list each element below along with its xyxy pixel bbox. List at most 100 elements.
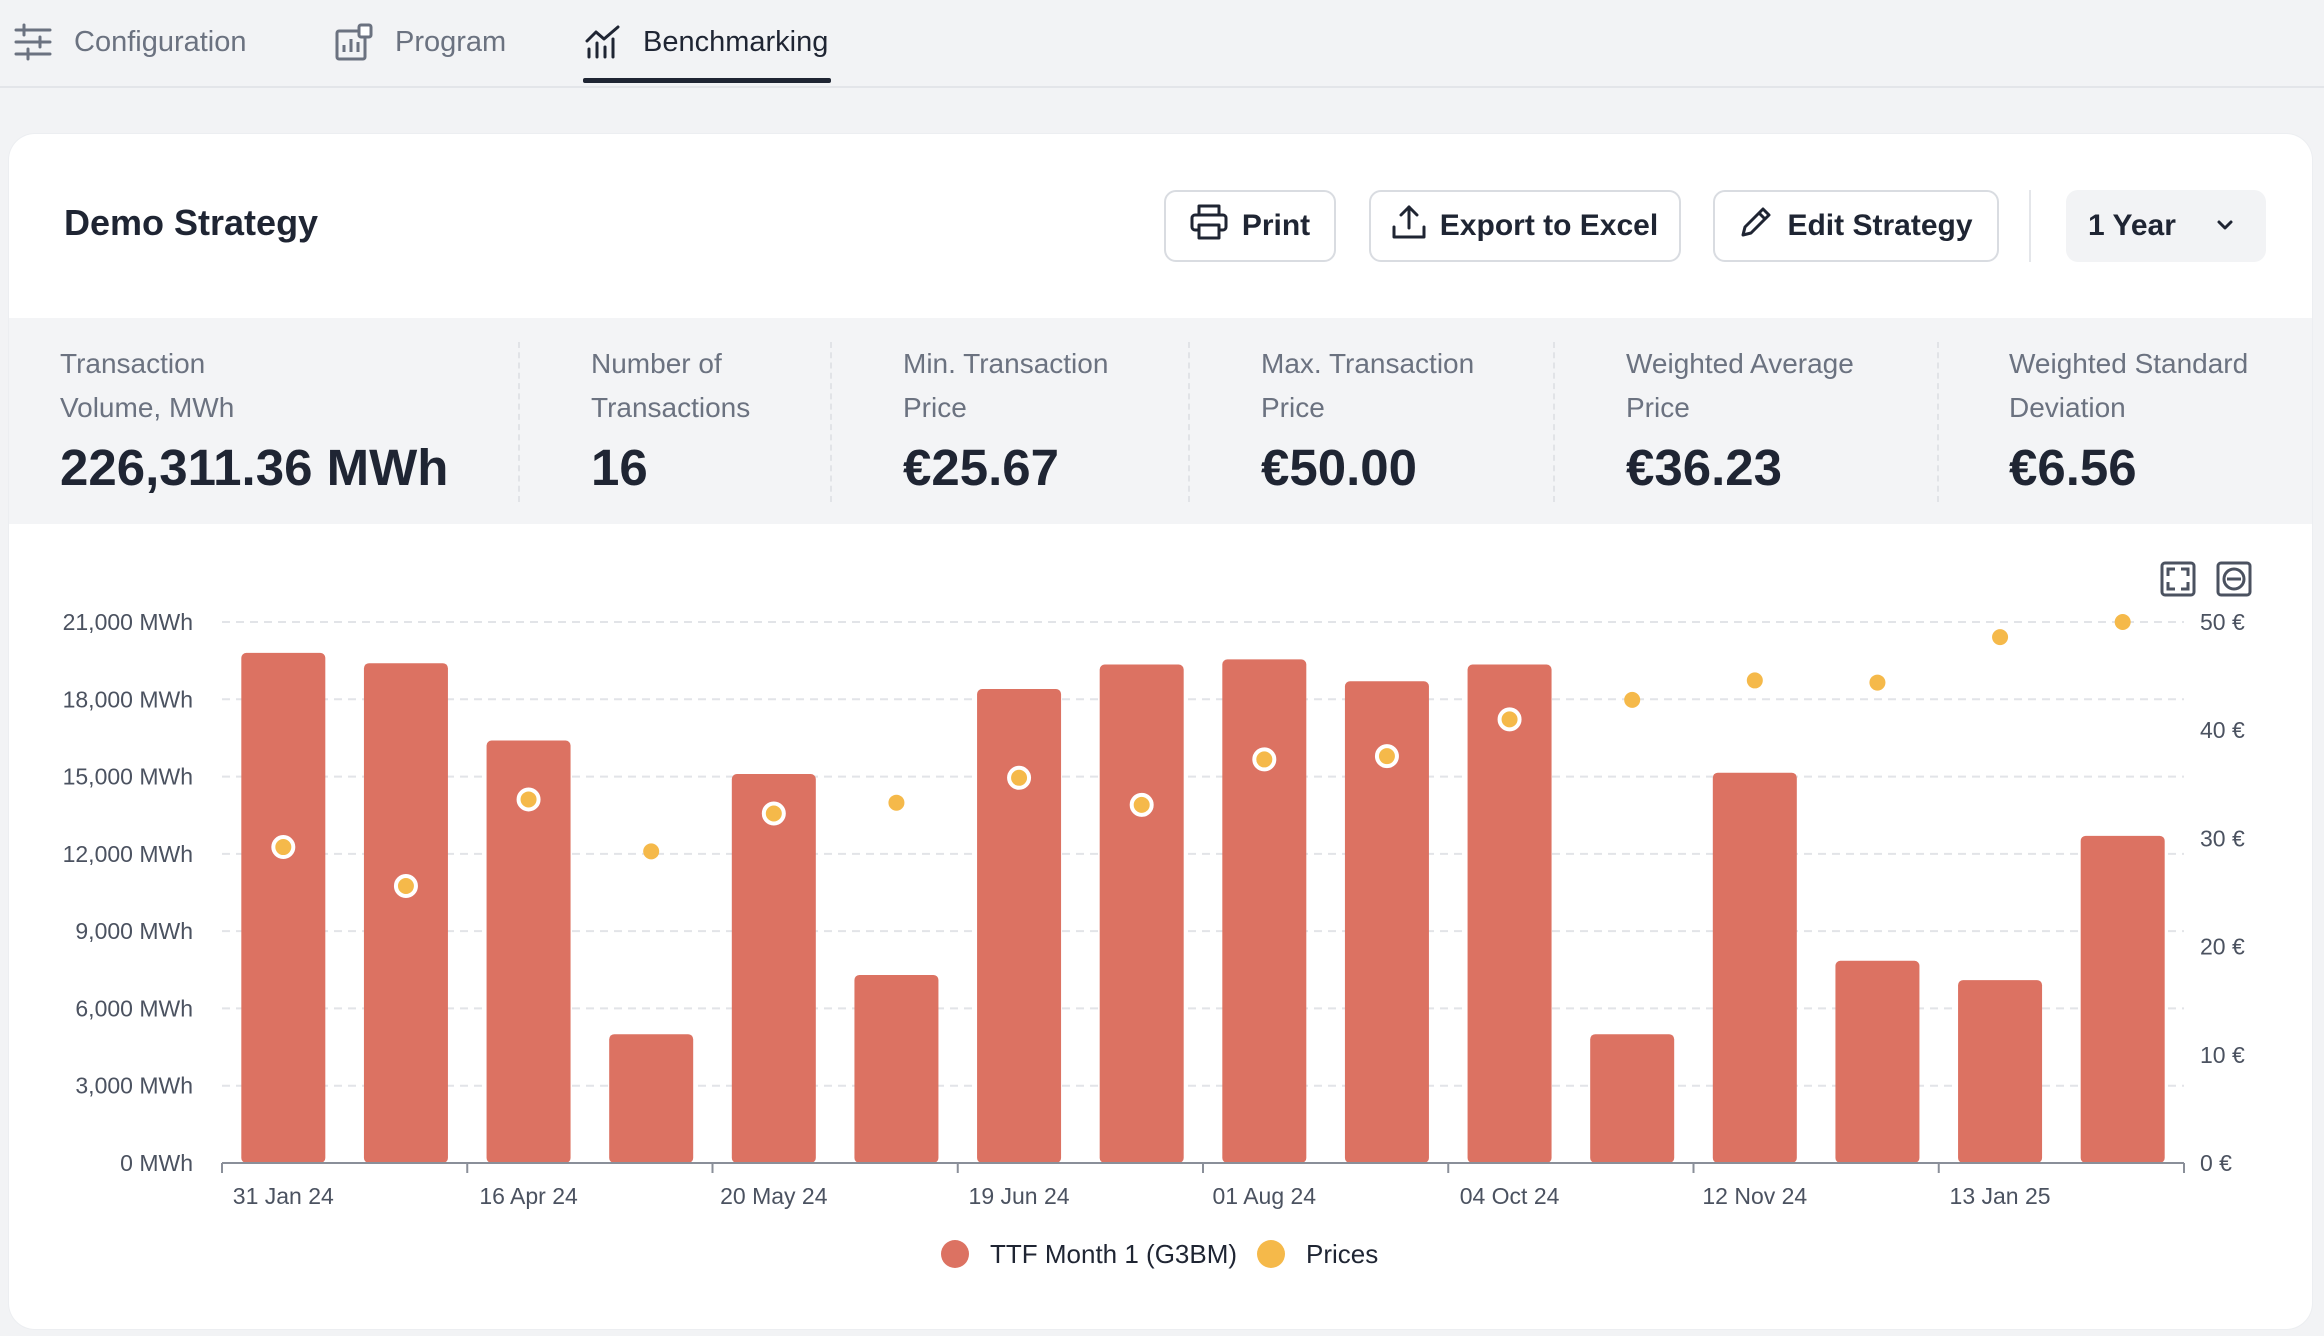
y-right-tick-label: 20 €: [2200, 934, 2245, 960]
fullscreen-icon[interactable]: [2160, 561, 2196, 597]
stat-divider: [518, 342, 520, 502]
stat-label-line2: Price: [1626, 392, 1690, 423]
x-tick-label: 31 Jan 24: [233, 1183, 334, 1209]
y-left-tick-label: 9,000 MWh: [75, 918, 193, 944]
upload-icon: [1392, 205, 1426, 247]
edit-strategy-button[interactable]: Edit Strategy: [1713, 190, 1999, 262]
x-tick-label: 01 Aug 24: [1213, 1183, 1317, 1209]
stat-value: €50.00: [1261, 439, 1417, 496]
price-point: [761, 801, 786, 826]
volume-bar: [854, 974, 939, 1163]
stats-band: [9, 318, 2312, 524]
stat-divider: [830, 342, 832, 502]
price-point: [1252, 747, 1277, 772]
y-right-tick-label: 10 €: [2200, 1042, 2245, 1068]
price-point: [1374, 744, 1399, 769]
y-left-tick-label: 21,000 MWh: [63, 609, 193, 635]
export-label: Export to Excel: [1439, 209, 1659, 242]
tab-configuration[interactable]: Configuration: [14, 0, 247, 84]
strategy-title: Demo Strategy: [64, 202, 319, 243]
tab-benchmarking-label: Benchmarking: [643, 25, 829, 58]
stat-value: €25.67: [903, 439, 1059, 496]
tab-benchmarking[interactable]: Benchmarking: [585, 0, 828, 84]
y-left-tick-label: 0 MWh: [120, 1150, 193, 1176]
y-right-tick-label: 50 €: [2200, 609, 2245, 635]
volume-bar: [1099, 664, 1184, 1163]
stat-transaction-volume: Transaction Volume, MWh 226,311.36 MWh: [60, 342, 448, 497]
stat-label-line1: Transaction: [60, 348, 206, 379]
printer-icon: [1190, 204, 1228, 248]
x-tick-label: 04 Oct 24: [1460, 1183, 1560, 1209]
stat-label-line1: Weighted Standard: [2009, 348, 2249, 379]
tab-configuration-label: Configuration: [74, 25, 247, 58]
sliders-icon: [14, 23, 52, 61]
volume-bar: [1222, 659, 1307, 1163]
y-left-tick-label: 18,000 MWh: [63, 686, 193, 712]
export-excel-button[interactable]: Export to Excel: [1369, 190, 1681, 262]
volume-bar: [1958, 980, 2043, 1163]
stat-value: €6.56: [2009, 439, 2137, 496]
edit-label: Edit Strategy: [1787, 209, 1973, 242]
stat-min-price: Min. Transaction Price €25.67: [903, 342, 1233, 497]
stat-label-line1: Number of: [591, 348, 722, 379]
period-select[interactable]: 1 Year: [2066, 190, 2266, 262]
program-chart-icon: [335, 23, 373, 61]
price-point: [516, 787, 541, 812]
stat-label-line2: Price: [1261, 392, 1325, 423]
volume-bar: [2080, 835, 2165, 1163]
x-tick-label: 12 Nov 24: [1702, 1183, 1807, 1209]
price-point: [888, 794, 905, 811]
tab-bar: Configuration Program Benchmarking: [0, 0, 2324, 88]
stat-weighted-average: Weighted Average Price €36.23: [1626, 342, 1956, 497]
x-tick-label: 13 Jan 25: [1950, 1183, 2051, 1209]
volume-bar: [1344, 681, 1429, 1163]
stat-max-price: Max. Transaction Price €50.00: [1261, 342, 1591, 497]
stat-value: €36.23: [1626, 439, 1782, 496]
y-right-tick-label: 30 €: [2200, 825, 2245, 851]
volume-bar: [731, 773, 816, 1163]
legend-label-prices: Prices: [1306, 1239, 1378, 1269]
volume-bar: [1467, 664, 1552, 1163]
stat-label-line1: Max. Transaction: [1261, 348, 1475, 379]
active-tab-indicator: [583, 78, 831, 83]
period-value: 1 Year: [2088, 209, 2176, 242]
print-button[interactable]: Print: [1164, 190, 1336, 262]
volume-bar: [609, 1034, 694, 1163]
volume-bar: [1590, 1034, 1675, 1163]
price-point: [2114, 614, 2131, 630]
stat-value: 226,311.36 MWh: [60, 439, 449, 496]
volume-bar: [363, 663, 448, 1163]
stat-label-line1: Weighted Average: [1626, 348, 1854, 379]
volume-bar: [1712, 772, 1797, 1163]
stat-divider: [1937, 342, 1939, 502]
volume-bar: [977, 688, 1062, 1163]
reset-zoom-icon[interactable]: [2216, 561, 2252, 597]
stat-label-line2: Price: [903, 392, 967, 423]
x-tick-label: 20 May 24: [720, 1183, 828, 1209]
price-point: [1129, 792, 1154, 817]
volume-bar: [486, 740, 571, 1163]
legend-label-volume: TTF Month 1 (G3BM): [990, 1239, 1237, 1269]
price-point: [1869, 674, 1886, 691]
stat-label-line1: Min. Transaction: [903, 348, 1109, 379]
y-left-tick-label: 6,000 MWh: [75, 995, 193, 1021]
chevron-down-icon: [2212, 212, 2238, 246]
price-point: [643, 843, 660, 860]
y-left-tick-label: 12,000 MWh: [63, 841, 193, 867]
stat-label-line2: Volume, MWh: [60, 392, 235, 423]
price-point: [1746, 672, 1763, 689]
price-point: [1007, 765, 1032, 790]
y-right-tick-label: 40 €: [2200, 717, 2245, 743]
price-point: [393, 874, 418, 899]
tab-program[interactable]: Program: [335, 0, 506, 84]
price-point: [271, 835, 296, 860]
price-point: [1992, 629, 2009, 646]
price-point: [1497, 707, 1522, 732]
x-tick-label: 19 Jun 24: [969, 1183, 1070, 1209]
x-tick-label: 16 Apr 24: [479, 1183, 578, 1209]
stat-weighted-std-dev: Weighted Standard Deviation €6.56: [2009, 342, 2324, 497]
volume-bar: [1835, 960, 1920, 1163]
stat-label-line2: Deviation: [2009, 392, 2126, 423]
stat-number-of-transactions: Number of Transactions 16: [591, 342, 921, 497]
